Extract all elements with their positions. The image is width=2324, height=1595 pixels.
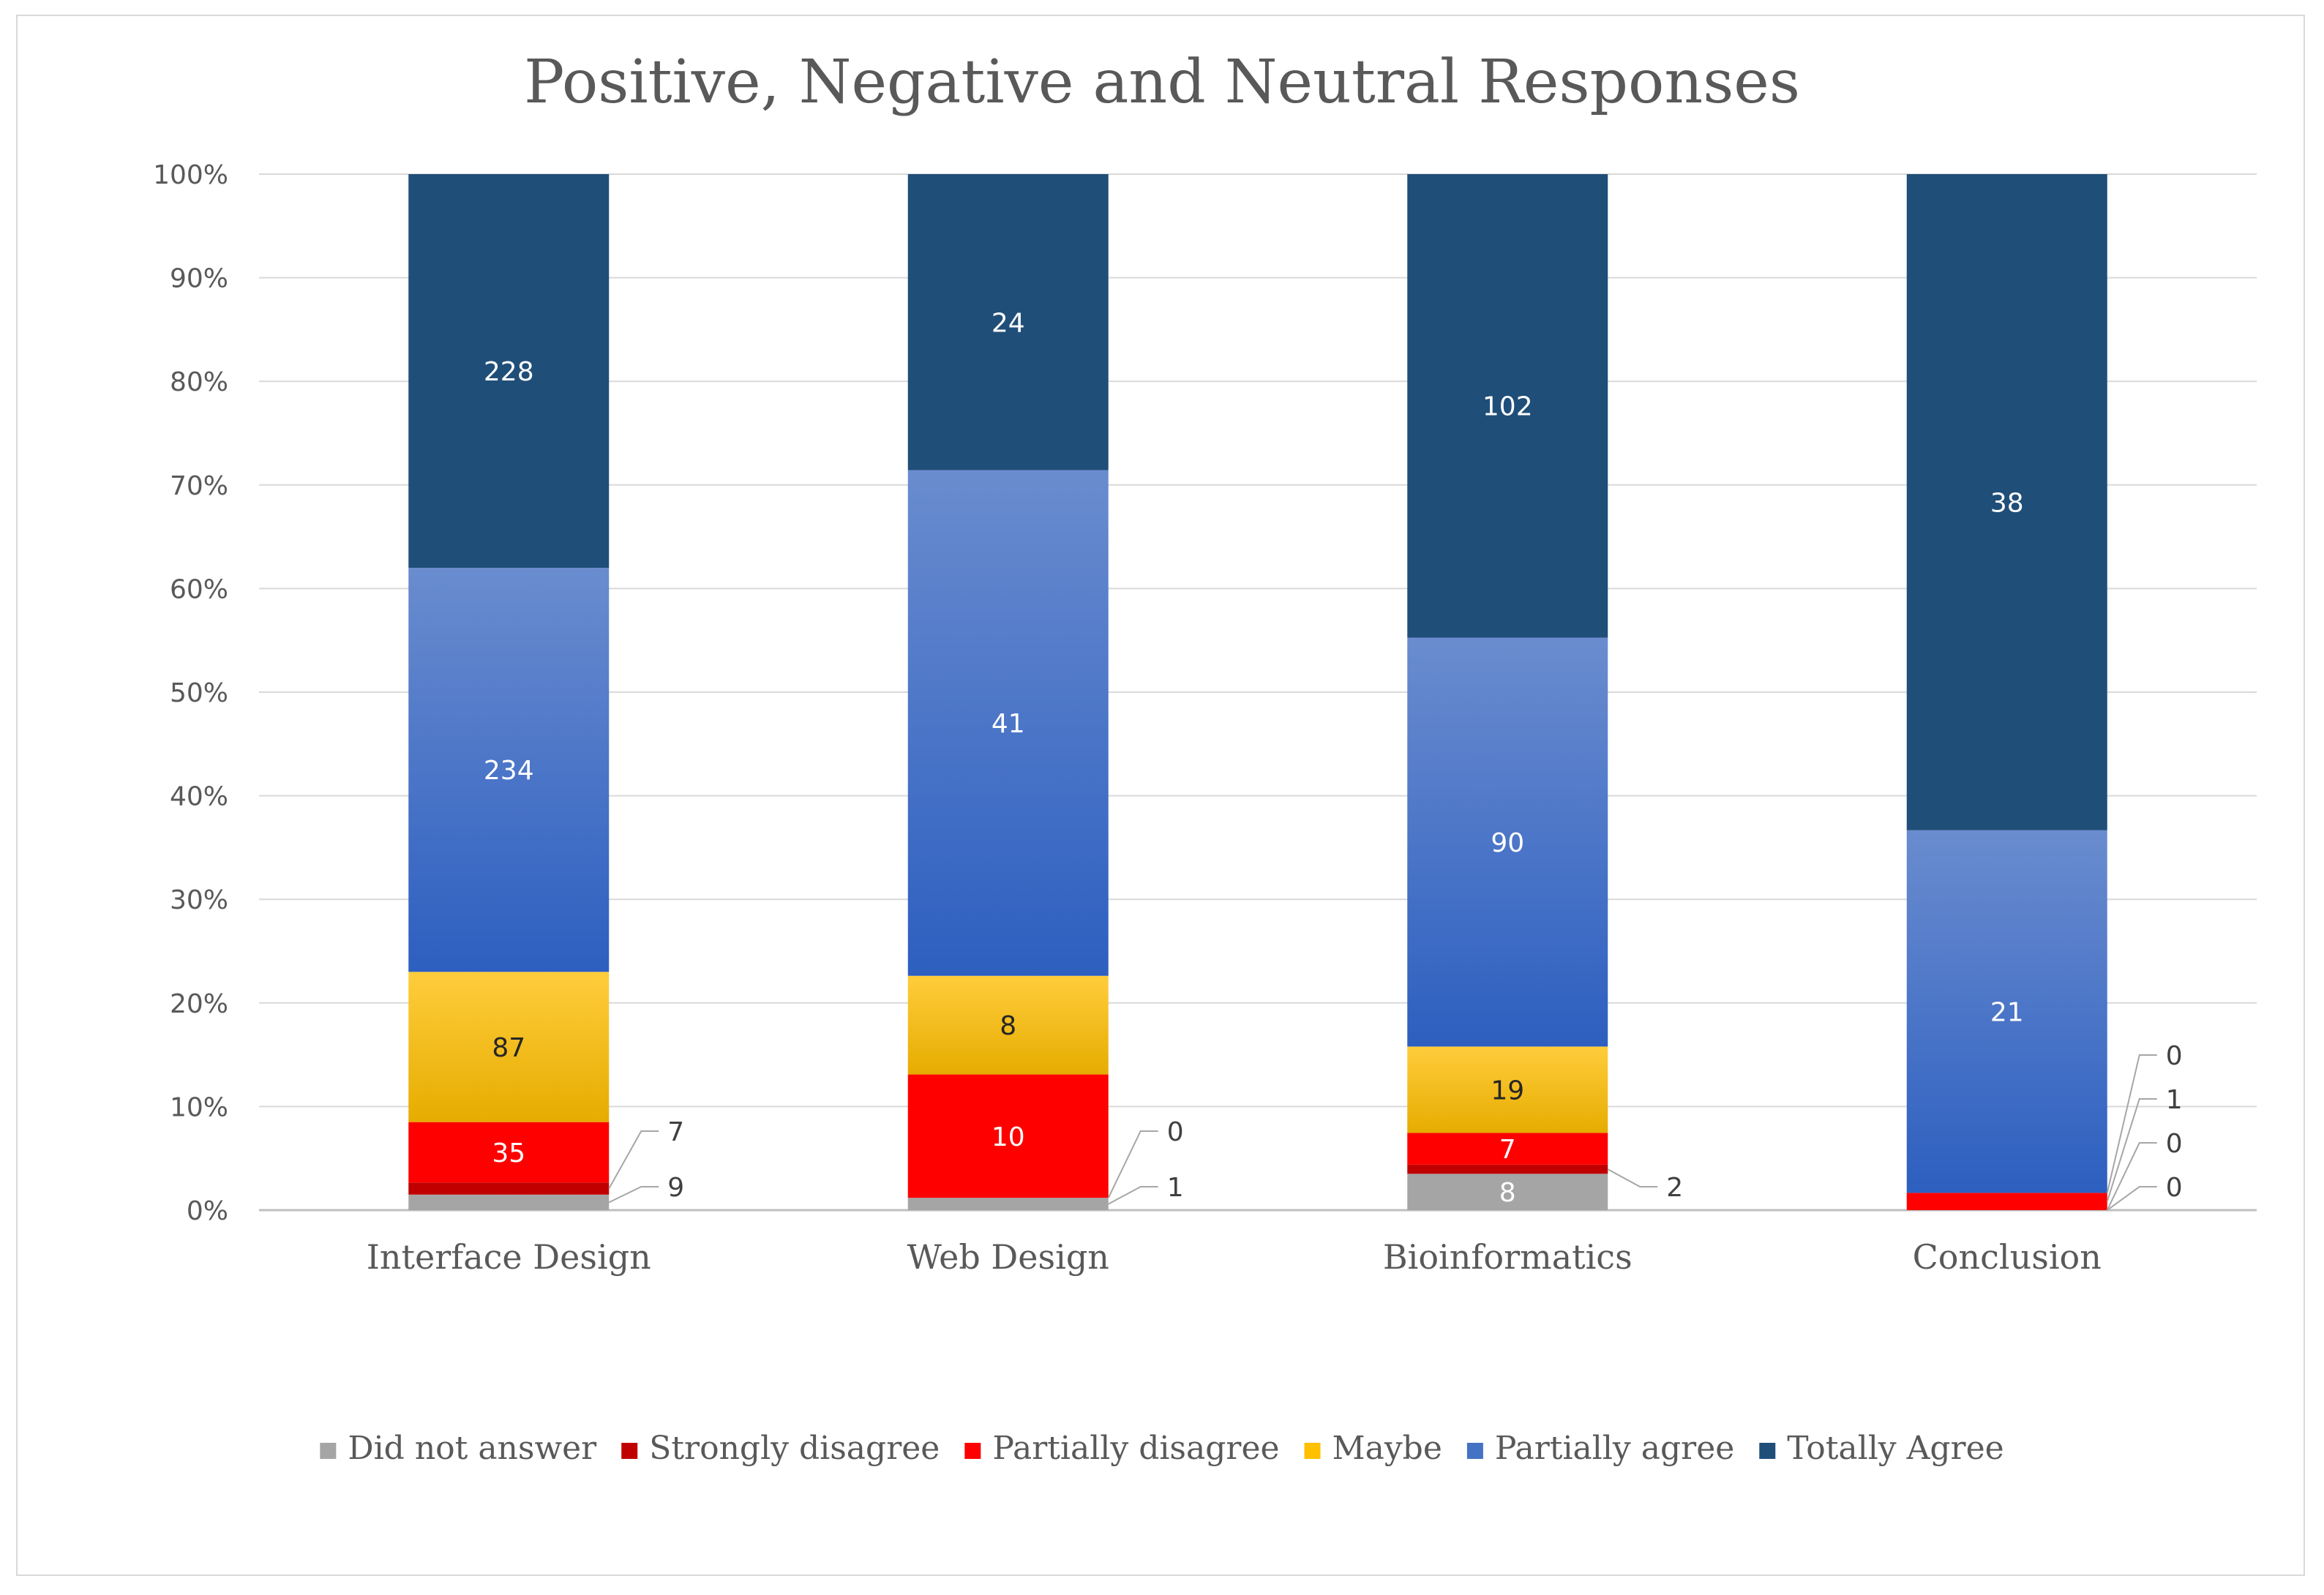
data-label: 21 (1990, 998, 2024, 1028)
leader-line (2107, 1186, 2157, 1211)
data-label: 19 (1491, 1076, 1524, 1106)
bar-bioinformatics-strongly-disagree (1407, 1164, 1608, 1174)
legend-label: Totally Agree (1787, 1430, 2003, 1467)
data-label: 1 (2166, 1085, 2183, 1115)
bar-bioinformatics-totally-agree (1407, 174, 1608, 638)
bar-web-design-partially-agree (907, 470, 1109, 976)
bar-bioinformatics-partially-agree (1407, 637, 1608, 1047)
x-category-label: Interface Design (367, 1237, 651, 1277)
leader-line (1108, 1186, 1158, 1205)
legend-item-did-not-answer: Did not answer (320, 1430, 597, 1467)
bar-web-design-totally-agree (907, 174, 1109, 470)
leader-line (1107, 1130, 1158, 1198)
leader-line (608, 1130, 659, 1189)
y-tick-label: 90% (170, 264, 228, 294)
legend-swatch (1466, 1443, 1483, 1459)
leader-line (2106, 1098, 2157, 1202)
legend-swatch (964, 1443, 981, 1459)
chart-frame: Positive, Negative and Neutral Responses… (16, 15, 2305, 1576)
chart-title: Positive, Negative and Neutral Responses (524, 48, 1800, 117)
y-tick-label: 30% (170, 885, 228, 915)
legend-swatch (1759, 1443, 1776, 1459)
x-category-label: Web Design (907, 1237, 1109, 1277)
y-tick-label: 40% (170, 782, 228, 812)
y-axis-ticks: 0% 10% 20% 30% 40% 50% 60% 70% 80% 90% 100% (153, 160, 228, 1226)
legend-label: Maybe (1332, 1430, 1442, 1467)
x-category-label: Conclusion (1913, 1237, 2102, 1277)
y-tick-label: 0% (187, 1196, 228, 1226)
data-label: 102 (1483, 392, 1533, 422)
bar-interface-design-did-not-answer (408, 1194, 610, 1210)
data-label: 1 (1167, 1173, 1184, 1203)
leader-line (1607, 1168, 1658, 1187)
data-label: 0 (2166, 1041, 2183, 1071)
legend-label: Partially disagree (992, 1430, 1279, 1467)
data-label: 0 (2166, 1129, 2183, 1159)
bar-conclusion-partially-agree (1906, 830, 2107, 1193)
legend-swatch (621, 1443, 638, 1459)
leader-line (2106, 1054, 2157, 1193)
legend-swatch (320, 1443, 337, 1459)
leader-line (2106, 1142, 2157, 1211)
bar-interface-design-partially-disagree (408, 1122, 610, 1183)
legend-label: Did not answer (348, 1430, 597, 1467)
bar-bioinformatics-partially-disagree (1407, 1133, 1608, 1165)
bar-interface-design-maybe (408, 972, 610, 1122)
x-category-label: Bioinformatics (1383, 1237, 1633, 1277)
data-label: 38 (1990, 488, 2024, 518)
data-label: 7 (667, 1117, 684, 1147)
data-label: 41 (992, 709, 1025, 739)
data-label: 90 (1491, 828, 1524, 858)
legend-item-strongly-disagree: Strongly disagree (621, 1430, 940, 1467)
data-label: 87 (492, 1033, 525, 1063)
legend-label: Partially agree (1495, 1430, 1734, 1467)
bar-web-design-partially-disagree (907, 1074, 1109, 1198)
data-label: 228 (484, 357, 534, 387)
chart-svg: Positive, Negative and Neutral Responses… (153, 48, 2257, 1467)
bar-conclusion-partially-disagree (1906, 1193, 2107, 1210)
y-tick-label: 60% (170, 574, 228, 604)
data-label: 7 (1499, 1135, 1516, 1165)
legend-item-totally-agree: Totally Agree (1759, 1430, 2004, 1467)
data-label: 0 (2166, 1173, 2183, 1203)
bar-conclusion-totally-agree (1906, 174, 2107, 830)
data-label: 8 (1499, 1178, 1516, 1208)
legend: Did not answer Strongly disagree Partially… (320, 1430, 2004, 1467)
legend-swatch (1304, 1443, 1321, 1459)
y-tick-label: 50% (170, 678, 228, 708)
legend-item-maybe: Maybe (1304, 1430, 1442, 1467)
data-label: 9 (667, 1173, 684, 1203)
bar-interface-design-totally-agree (408, 174, 610, 568)
x-axis-categories: Interface Design Web Design Bioinformatics… (367, 1237, 2102, 1277)
legend-item-partially-disagree: Partially disagree (964, 1430, 1280, 1467)
data-label: 0 (1167, 1117, 1184, 1147)
leader-line (608, 1186, 659, 1204)
y-tick-label: 100% (153, 160, 228, 190)
bar-bioinformatics-maybe (1407, 1046, 1608, 1133)
bar-web-design-did-not-answer (907, 1198, 1109, 1210)
data-label: 2 (1666, 1173, 1683, 1203)
y-tick-label: 70% (170, 471, 228, 501)
y-tick-label: 10% (170, 1092, 228, 1122)
y-tick-label: 20% (170, 989, 228, 1019)
bar-web-design-maybe (907, 975, 1109, 1075)
data-label: 35 (492, 1138, 525, 1168)
data-label: 24 (992, 308, 1025, 338)
data-label: 8 (1000, 1011, 1016, 1041)
bar-interface-design-strongly-disagree (408, 1182, 610, 1195)
bar-bioinformatics-did-not-answer (1407, 1174, 1608, 1210)
legend-label: Strongly disagree (649, 1430, 940, 1467)
bar-interface-design-partially-agree (408, 568, 610, 972)
data-label: 234 (484, 756, 534, 786)
bars (408, 174, 2107, 1210)
data-label: 10 (992, 1122, 1025, 1152)
y-tick-label: 80% (170, 367, 228, 397)
legend-item-partially-agree: Partially agree (1466, 1430, 1734, 1467)
